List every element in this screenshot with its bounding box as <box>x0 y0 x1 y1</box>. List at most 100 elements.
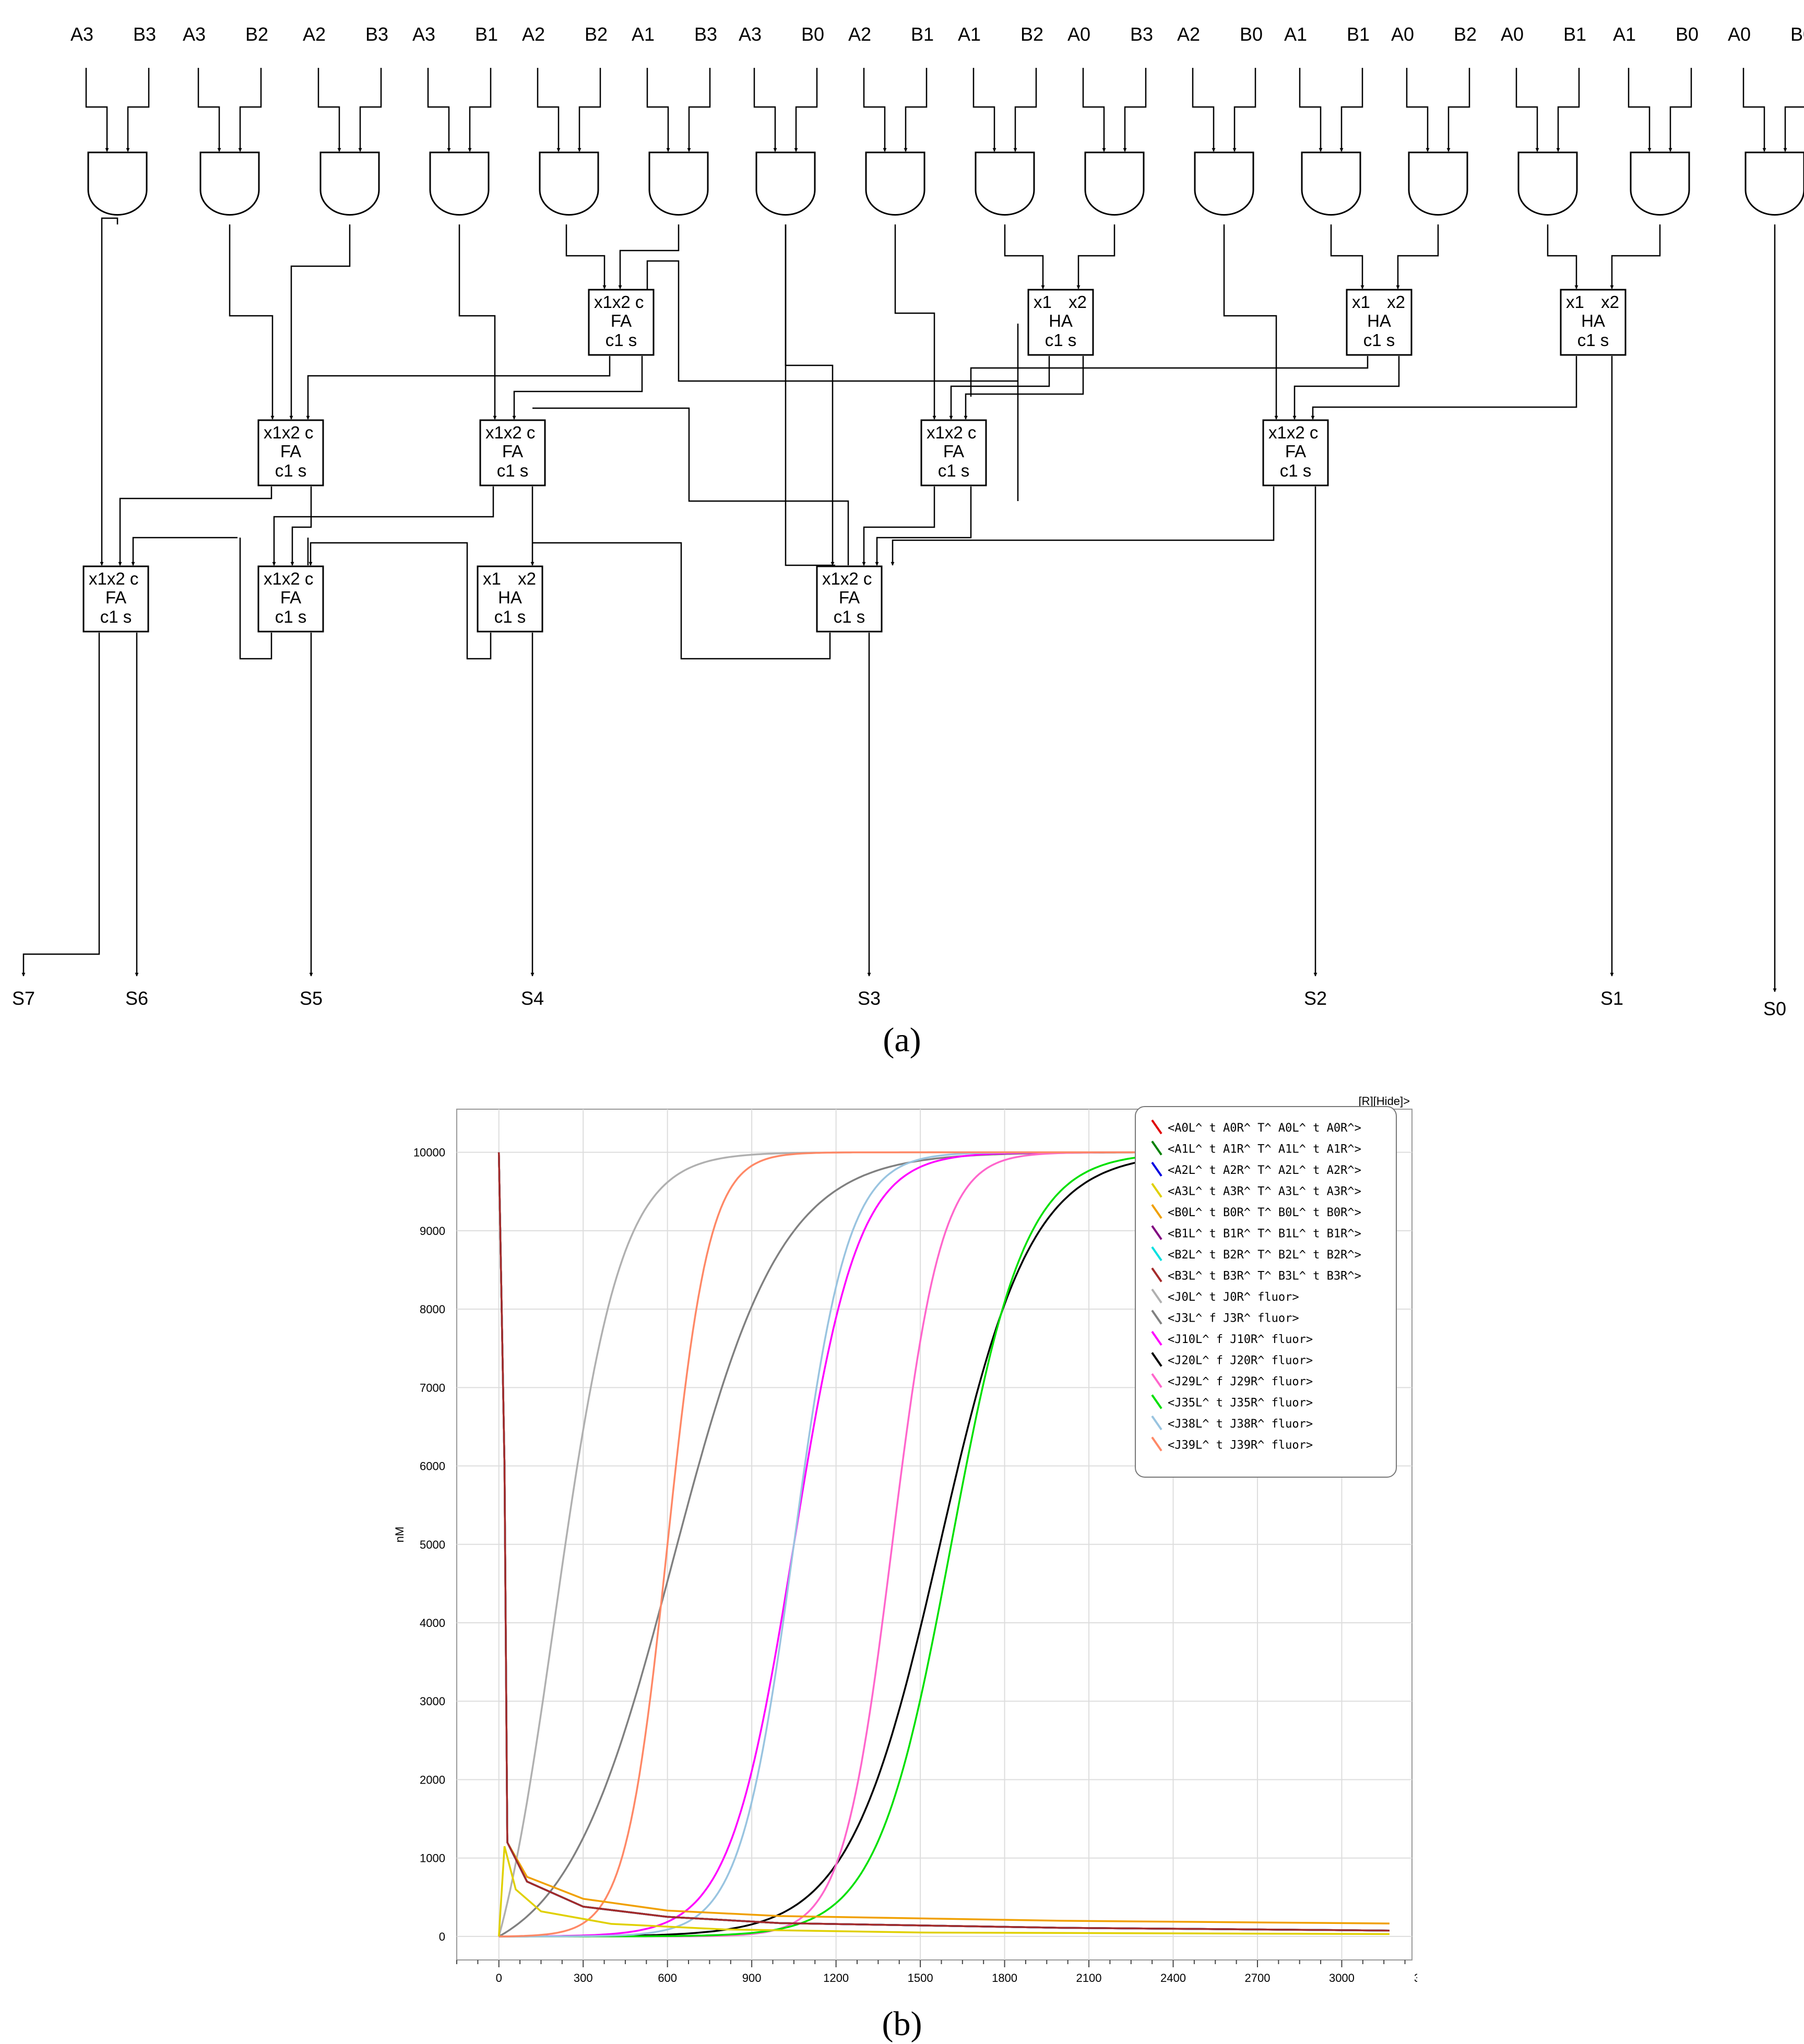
and-gate-shape <box>1744 151 1804 216</box>
block-outputs-label: c1 s <box>834 607 865 626</box>
legend-label: <B3L^ t B3R^ T^ B3L^ t B3R^> <box>1168 1270 1361 1283</box>
legend-label: <J0L^ t J0R^ fluor> <box>1168 1291 1299 1304</box>
wires-layer <box>21 217 1777 992</box>
legend-item[interactable]: <B2L^ t B2R^ T^ B2L^ t B2R^> <box>1151 1246 1361 1262</box>
and-gate-shape <box>1517 151 1578 216</box>
input-label: A3 <box>70 23 93 45</box>
x-tick-label: 0 <box>496 1971 502 1984</box>
y-tick-label: 4000 <box>420 1617 445 1630</box>
input-label: B0 <box>1676 23 1699 45</box>
legend-label: <B0L^ t B0R^ T^ B0L^ t B0R^> <box>1168 1206 1361 1219</box>
legend-item[interactable]: <A1L^ t A1R^ T^ A1L^ t A1R^> <box>1151 1140 1361 1156</box>
y-tick-label: 3000 <box>420 1695 445 1708</box>
legend-item[interactable]: <J20L^ f J20R^ fluor> <box>1151 1352 1313 1368</box>
legend-label: <J29L^ f J29R^ fluor> <box>1168 1375 1313 1388</box>
signal-wire <box>785 224 835 566</box>
signal-wire <box>1076 224 1115 289</box>
y-tick-label: 6000 <box>420 1460 445 1473</box>
signal-wire <box>100 217 118 566</box>
legend-swatch <box>1151 1204 1162 1219</box>
legend-item[interactable]: <J35L^ t J35R^ fluor> <box>1151 1394 1313 1410</box>
and-gate-shape <box>755 151 816 216</box>
block-name: FA <box>280 442 301 461</box>
and-gate-shape <box>1408 151 1468 216</box>
block-name: FA <box>502 442 523 461</box>
input-wire <box>126 68 150 152</box>
legend-label: <J39L^ t J39R^ fluor> <box>1168 1439 1313 1452</box>
and-gate-16: A0 B0 <box>1728 23 1804 216</box>
legend-item[interactable]: <B1L^ t B1R^ T^ B1L^ t B1R^> <box>1151 1225 1361 1241</box>
legend-swatch <box>1151 1415 1162 1431</box>
y-tick-label: 7000 <box>420 1381 445 1394</box>
legend-item[interactable]: <A2L^ t A2R^ T^ A2L^ t A2R^> <box>1151 1161 1361 1177</box>
legend-item[interactable]: <J10L^ f J10R^ fluor> <box>1151 1330 1313 1346</box>
input-label: A2 <box>303 23 326 45</box>
x-tick-label: 3 <box>1414 1971 1417 1984</box>
input-wire <box>238 68 262 152</box>
legend-item[interactable]: <J0L^ t J0R^ fluor> <box>1151 1288 1299 1304</box>
legend-item[interactable]: <B3L^ t B3R^ T^ B3L^ t B3R^> <box>1151 1267 1361 1283</box>
signal-wire <box>565 224 607 289</box>
x-tick-label: 1800 <box>992 1971 1017 1984</box>
input-wire <box>1232 68 1256 152</box>
signal-wire <box>1330 224 1364 289</box>
legend-item[interactable]: <J38L^ t J38R^ fluor> <box>1151 1415 1313 1431</box>
legend-swatch <box>1151 1140 1162 1156</box>
outputs-layer: S7 S6 S5 S4 S3 S2 S1 S0 <box>12 988 1786 1019</box>
input-wire <box>1299 68 1323 152</box>
adder-block-box <box>257 419 324 486</box>
input-wire <box>1406 68 1430 152</box>
signal-wire <box>21 633 100 977</box>
legend-label: <J10L^ f J10R^ fluor> <box>1168 1333 1313 1346</box>
block-name: HA <box>498 588 522 607</box>
output-s6: S6 <box>125 988 148 1009</box>
output-s7: S7 <box>12 988 35 1009</box>
legend-item[interactable]: <J3L^ f J3R^ fluor> <box>1151 1310 1299 1325</box>
input-label: A1 <box>632 23 655 45</box>
block-inputs-label: x1x2 c <box>485 423 535 442</box>
block-inputs-label: x1x2 c <box>822 569 872 588</box>
legend-label: <B1L^ t B1R^ T^ B1L^ t B1R^> <box>1168 1228 1361 1241</box>
input-label: B3 <box>365 23 388 45</box>
block-input-x2: x2 <box>1601 292 1619 312</box>
signal-wire <box>894 224 936 420</box>
input-label: B2 <box>1454 23 1477 45</box>
multiplier-circuit-diagram: A3 B3 A3 B2 A2 B3 A3 B1 A2 B2 A1 B3 A3 B0 A2 B1 A1 B2 A0 B3… <box>12 23 1804 1019</box>
y-tick-label: 2000 <box>420 1773 445 1786</box>
signal-wire <box>1396 224 1439 289</box>
legend-item[interactable]: <A0L^ t A0R^ T^ A0L^ t A0R^> <box>1151 1119 1361 1135</box>
x-tick-label: 600 <box>658 1971 677 1984</box>
legend-item[interactable]: <J29L^ f J29R^ fluor> <box>1151 1373 1313 1388</box>
block-outputs-label: c1 s <box>1363 330 1395 350</box>
hide-legend-button[interactable]: [R][Hide]> <box>1359 1095 1410 1108</box>
signal-wire <box>306 356 611 420</box>
adder-block-box <box>588 289 655 356</box>
legend-item[interactable]: <J39L^ t J39R^ fluor> <box>1151 1436 1313 1452</box>
block-input-x2: x2 <box>1387 292 1405 312</box>
adder-block-box <box>1027 289 1094 356</box>
input-wire <box>904 68 928 152</box>
legend-swatch <box>1151 1119 1162 1135</box>
input-label: A2 <box>522 23 545 45</box>
input-wire <box>317 68 341 152</box>
and-gate-shape <box>648 151 709 216</box>
legend-label: <J35L^ t J35R^ fluor> <box>1168 1397 1313 1410</box>
input-label: A0 <box>1501 23 1524 45</box>
input-wire <box>358 68 382 152</box>
signal-wire <box>891 486 1275 566</box>
legend-item[interactable]: <B0L^ t B0R^ T^ B0L^ t B0R^> <box>1151 1204 1361 1219</box>
and-gate-14: A0 B1 <box>1501 23 1586 216</box>
x-tick-label: 3000 <box>1329 1971 1355 1984</box>
signal-wire <box>1547 224 1578 289</box>
legend: <A0L^ t A0R^ T^ A0L^ t A0R^> <A1L^ t A1R^… <box>1135 1106 1397 1478</box>
legend-item[interactable]: <A3L^ t A3R^ T^ A3L^ t A3R^> <box>1151 1183 1361 1198</box>
input-label: B1 <box>1347 23 1370 45</box>
and-gate-6: A1 B3 <box>632 23 717 216</box>
legend-swatch <box>1151 1225 1162 1240</box>
block-outputs-label: c1 s <box>494 607 526 626</box>
input-label: B3 <box>1130 23 1153 45</box>
block-name: FA <box>611 311 632 330</box>
input-label: A2 <box>1177 23 1200 45</box>
